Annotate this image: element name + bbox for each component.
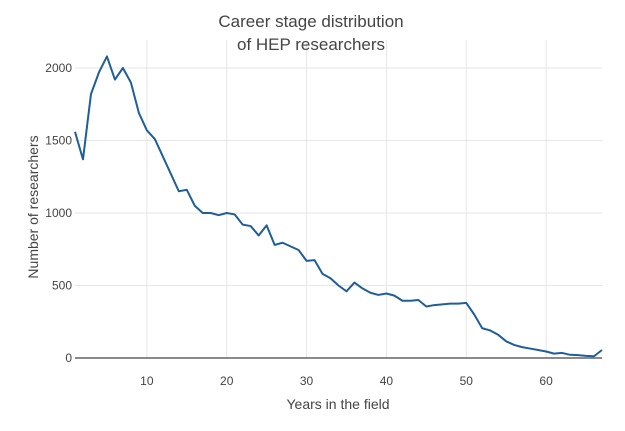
data-point	[273, 243, 277, 247]
data-point	[209, 211, 213, 215]
data-point	[169, 172, 173, 176]
data-point	[432, 303, 436, 307]
y-tick-label-1500: 1500	[45, 134, 72, 148]
data-point	[313, 258, 317, 262]
data-point	[249, 224, 253, 228]
series-layer	[73, 54, 604, 358]
data-point	[137, 111, 141, 115]
data-point	[153, 137, 157, 141]
data-point	[129, 81, 133, 85]
data-point	[456, 302, 460, 306]
data-point	[360, 286, 364, 290]
data-point	[337, 284, 341, 288]
data-point	[592, 354, 596, 358]
data-point	[121, 66, 125, 70]
data-point	[161, 154, 165, 158]
data-point	[560, 351, 564, 355]
data-point	[297, 248, 301, 252]
data-point	[544, 349, 548, 353]
data-point	[241, 223, 245, 227]
data-point	[472, 313, 476, 317]
data-point	[496, 333, 500, 337]
data-point	[584, 354, 588, 358]
x-axis-title: Years in the field	[287, 396, 390, 412]
data-point	[480, 326, 484, 330]
data-point	[576, 353, 580, 357]
data-point	[600, 348, 604, 352]
data-point	[97, 70, 101, 74]
data-point	[73, 130, 77, 134]
data-point	[400, 299, 404, 303]
data-point	[257, 233, 261, 237]
data-point	[89, 92, 93, 96]
data-point	[384, 291, 388, 295]
chart-title-line-1: Career stage distribution	[218, 12, 403, 31]
data-point	[512, 343, 516, 347]
data-point	[488, 328, 492, 332]
tick-label-layer: 10 20 30 40 50 60 0 500 1000 1500 2000	[45, 61, 553, 388]
data-point	[305, 259, 309, 263]
data-point	[217, 213, 221, 217]
y-tick-label-2000: 2000	[45, 61, 72, 75]
x-tick-label-50: 50	[460, 374, 474, 388]
data-point	[329, 276, 333, 280]
data-point	[344, 289, 348, 293]
data-point	[225, 211, 229, 215]
data-point	[552, 352, 556, 356]
y-tick-label-0: 0	[65, 351, 72, 365]
data-point	[416, 298, 420, 302]
data-point	[289, 244, 293, 248]
data-point	[536, 348, 540, 352]
data-point	[408, 299, 412, 303]
data-point	[321, 272, 325, 276]
chart-title-line-2: of HEP researchers	[237, 35, 385, 54]
data-point	[201, 211, 205, 215]
data-point	[265, 223, 269, 227]
y-tick-label-500: 500	[52, 279, 72, 293]
x-tick-label-10: 10	[140, 374, 154, 388]
data-point	[233, 212, 237, 216]
data-point	[568, 353, 572, 357]
data-point	[185, 188, 189, 192]
data-point	[193, 204, 197, 208]
x-tick-label-30: 30	[300, 374, 314, 388]
data-point	[424, 305, 428, 309]
data-point	[352, 281, 356, 285]
data-point	[113, 78, 117, 82]
x-tick-label-20: 20	[220, 374, 234, 388]
grid-layer	[75, 40, 602, 359]
data-point	[440, 302, 444, 306]
y-axis-title: Number of researchers	[25, 135, 41, 278]
data-point	[368, 291, 372, 295]
data-point	[520, 345, 524, 349]
y-tick-label-1000: 1000	[45, 206, 72, 220]
data-point	[145, 128, 149, 132]
data-point	[177, 189, 181, 193]
x-tick-label-40: 40	[380, 374, 394, 388]
data-point	[528, 347, 532, 351]
data-point	[376, 293, 380, 297]
data-point	[81, 157, 85, 161]
data-point	[464, 301, 468, 305]
data-point	[504, 339, 508, 343]
data-point	[105, 54, 109, 58]
x-tick-label-60: 60	[539, 374, 553, 388]
data-point	[281, 241, 285, 245]
data-point	[448, 302, 452, 306]
series-line	[74, 55, 603, 358]
data-point	[392, 294, 396, 298]
